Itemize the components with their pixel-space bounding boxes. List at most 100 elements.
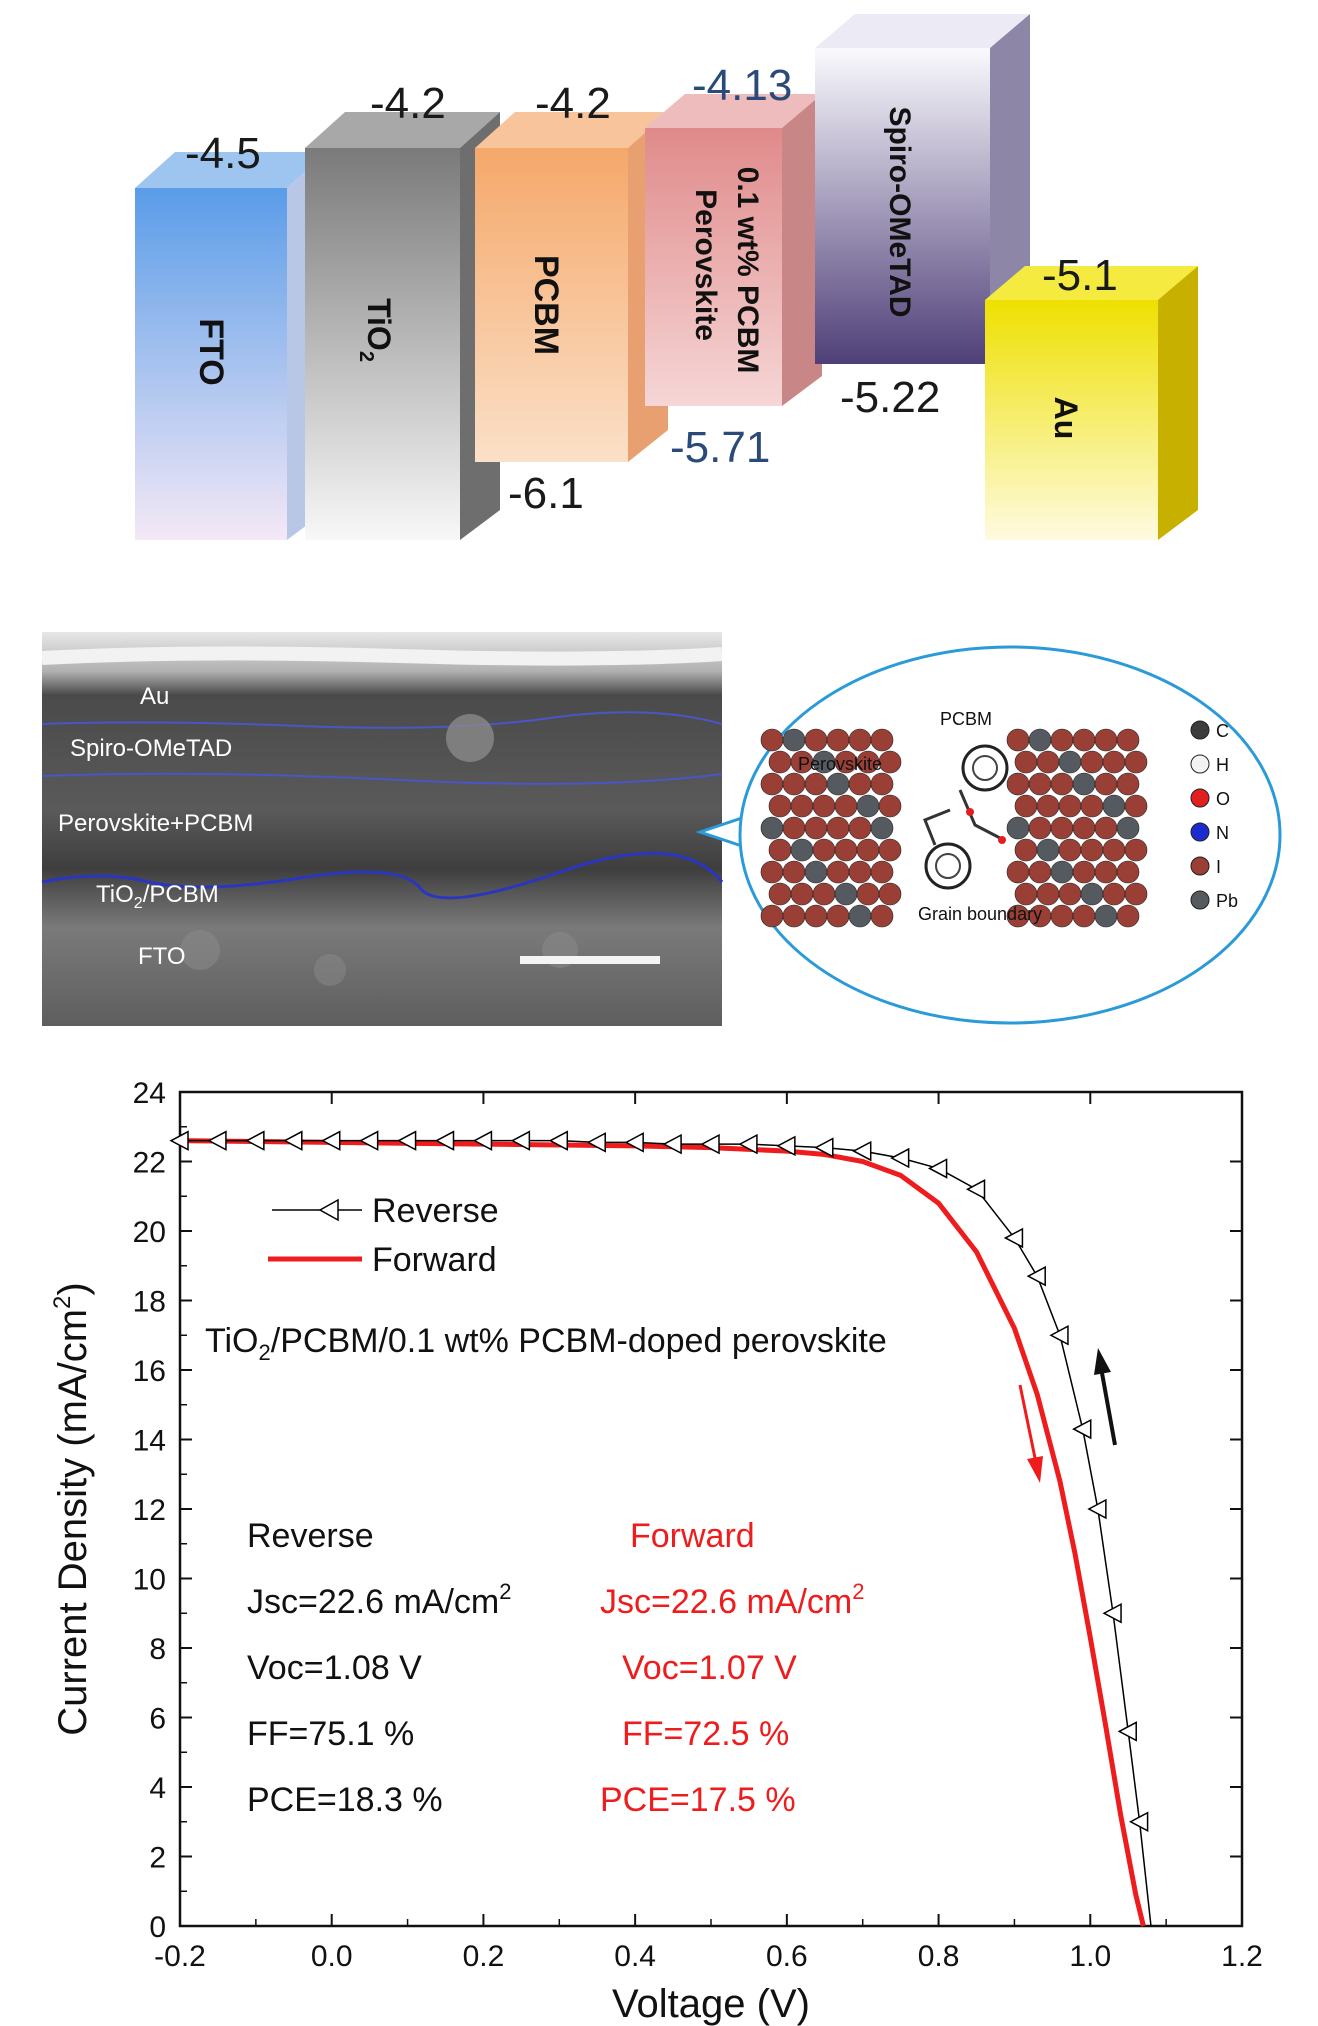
atom-i	[848, 816, 872, 840]
layer-perovskite: 0.1 wt% PCBM Perovskite	[645, 94, 822, 406]
sem-label-pcbm: /PCBM	[143, 881, 219, 908]
y-tick-label: 6	[149, 1703, 166, 1736]
pcbm-bottom-level: -6.1	[508, 469, 584, 518]
stats-forward-jsc: Jsc=22.6 mA/cm2	[600, 1579, 865, 1621]
atom-i	[826, 860, 850, 884]
stats-forward-ff: FF=72.5 %	[622, 1715, 789, 1753]
atom-i	[856, 882, 880, 906]
atom-i	[1028, 860, 1052, 884]
atom-pb	[1116, 816, 1140, 840]
atom-i	[804, 816, 828, 840]
atom-i	[870, 772, 894, 796]
x-tick-label: 0.6	[766, 1940, 808, 1973]
x-tick-label: 0.2	[463, 1940, 505, 1973]
atom-i	[768, 794, 792, 818]
atom-pb	[848, 904, 872, 928]
series-reverse-point	[359, 1130, 379, 1151]
atom-i	[1072, 904, 1096, 928]
x-tick-label: 0.4	[614, 1940, 656, 1973]
atom-i	[1028, 816, 1052, 840]
series-reverse-point	[776, 1135, 796, 1157]
atom-pb	[1006, 816, 1030, 840]
atom-i	[1080, 794, 1104, 818]
atom-i	[870, 904, 894, 928]
sem-label-tio2: TiO	[96, 881, 134, 908]
legend-atom-c-label: C	[1216, 721, 1229, 741]
legend-atom-h-label: H	[1216, 755, 1229, 775]
atom-i	[804, 772, 828, 796]
stats-forward-voc: Voc=1.07 V	[622, 1649, 797, 1687]
atom-i	[768, 838, 792, 862]
legend: Reverse Forward	[268, 1192, 499, 1279]
layer-tio2-label: TiO	[361, 298, 397, 351]
series-reverse-point	[624, 1132, 644, 1153]
forward-arrow-icon	[1027, 1456, 1043, 1483]
atom-i	[790, 882, 814, 906]
atom-i	[848, 728, 872, 752]
layer-tio2-sub: 2	[355, 351, 377, 362]
atom-i	[812, 794, 836, 818]
stats-reverse-header: Reverse	[247, 1517, 374, 1555]
series-reverse-point	[548, 1130, 569, 1151]
layer-pcbm: PCBM	[475, 112, 668, 462]
atom-i	[760, 772, 784, 796]
atom-pb	[782, 728, 806, 752]
series-reverse-point	[396, 1130, 417, 1151]
scan-direction-arrows	[1018, 1348, 1117, 1483]
series-reverse-point	[1003, 1227, 1024, 1249]
atom-i	[870, 728, 894, 752]
atom-i	[768, 882, 792, 906]
svg-text:TiO2: TiO2	[355, 298, 397, 362]
series-reverse-point	[472, 1130, 493, 1151]
series-reverse-point	[852, 1140, 872, 1162]
pcbm-top-level: -4.2	[535, 79, 611, 128]
layer-perovskite-label-line1: 0.1 wt% PCBM	[731, 167, 764, 374]
atom-i	[878, 882, 902, 906]
atom-i	[1058, 794, 1082, 818]
legend-atom-h-icon	[1190, 754, 1210, 774]
atom-i	[1036, 794, 1060, 818]
layer-pcbm-label: PCBM	[527, 255, 565, 355]
y-tick-label: 14	[133, 1425, 166, 1458]
atom-i	[790, 794, 814, 818]
legend-atom-o-icon	[1190, 788, 1210, 808]
atom-i	[1124, 794, 1148, 818]
legend-atom-o-label: O	[1216, 789, 1230, 809]
x-tick-label: 0.8	[918, 1940, 960, 1973]
layer-fto-label: FTO	[192, 318, 230, 385]
atom-i	[1014, 882, 1038, 906]
atom-i	[826, 816, 850, 840]
pcbm-molecules	[923, 744, 1009, 890]
perovskite-grain-right	[1006, 728, 1148, 928]
atom-i	[760, 904, 784, 928]
atom-i	[1094, 728, 1118, 752]
atom-i	[812, 838, 836, 862]
atom-i	[1006, 728, 1030, 752]
atom-i	[1102, 838, 1126, 862]
atom-i	[1036, 882, 1060, 906]
inset-perovskite-label: Perovskite	[798, 754, 882, 774]
series-reverse-point	[321, 1130, 341, 1151]
atom-i	[1094, 860, 1118, 884]
au-top-level: -5.1	[1042, 251, 1118, 300]
atom-i	[804, 728, 828, 752]
series-reverse-point	[1026, 1265, 1046, 1287]
x-tick-label: 0.0	[311, 1940, 353, 1973]
sem-label-perovskite-pcbm: Perovskite+PCBM	[58, 810, 253, 837]
atom-i	[1072, 860, 1096, 884]
atom-i	[878, 794, 902, 818]
atom-i	[1050, 728, 1074, 752]
jv-curve-chart: -0.2 0.0 0.2 0.4 0.6 0.8 1.0 1.2024681012141618…	[49, 1077, 1263, 2026]
series-reverse-point	[738, 1133, 758, 1155]
atom-i	[1094, 772, 1118, 796]
atom-i	[1116, 772, 1140, 796]
legend-atom-pb-label: Pb	[1216, 891, 1238, 911]
atom-i	[1124, 838, 1148, 862]
atom-i	[1072, 728, 1096, 752]
series-reverse-point	[700, 1133, 720, 1155]
series-reverse-point	[510, 1130, 531, 1151]
axis-ticks: -0.2 0.0 0.2 0.4 0.6 0.8 1.0 1.2024681012141618…	[133, 1077, 1263, 1973]
legend-atom-pb-icon	[1190, 890, 1210, 910]
series-reverse-point	[1117, 1721, 1137, 1742]
